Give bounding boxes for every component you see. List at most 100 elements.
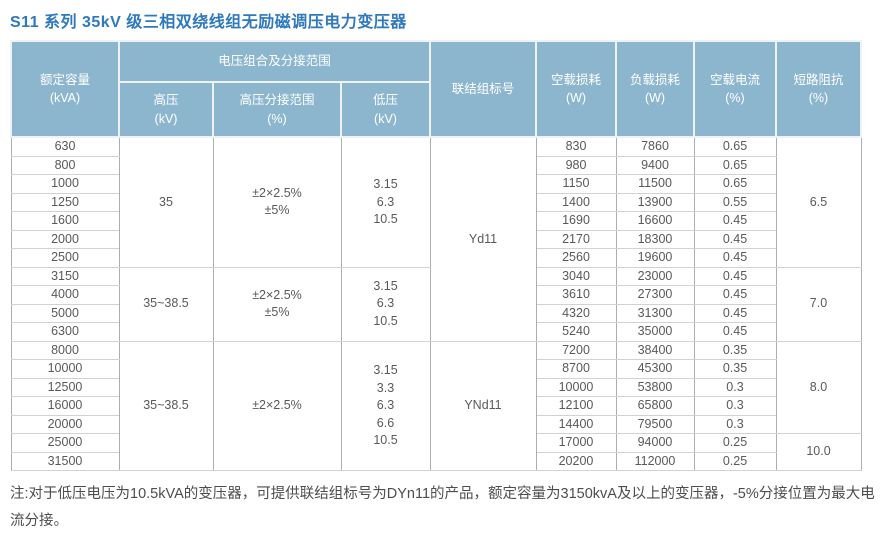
cell-capacity: 1250 bbox=[10, 192, 120, 212]
cell-capacity: 6300 bbox=[10, 322, 120, 342]
cell-nll: 3040 bbox=[535, 266, 617, 286]
cell-nlc: 0.3 bbox=[693, 396, 777, 416]
header-low-voltage-label: 低压 bbox=[372, 93, 398, 108]
table-row: 630 35 ±2×2.5% ±5% 3.15 6.3 10.5 Yd11 830 7860 0.6… bbox=[10, 136, 862, 342]
cell-nlc: 0.45 bbox=[693, 229, 777, 249]
cell-nll: 20200 bbox=[535, 451, 617, 471]
cell-hv: 35~38.5 bbox=[118, 266, 214, 342]
table-header: 额定容量 (kVA) 电压组合及分接范围 联结组标号 空载损耗 (W) 负载损耗… bbox=[10, 40, 862, 138]
cell-capacity: 1000 bbox=[10, 174, 120, 194]
header-high-voltage-unit: (kV) bbox=[154, 111, 178, 126]
header-no-load-loss-unit: (W) bbox=[565, 91, 587, 105]
header-no-load-current-unit: (%) bbox=[725, 91, 745, 105]
cell-nll: 8700 bbox=[535, 359, 617, 379]
cell-ll: 35000 bbox=[615, 322, 695, 342]
table-row: 16000 12100 65800 0.3 bbox=[10, 396, 861, 416]
header-low-voltage-unit: (kV) bbox=[374, 111, 397, 126]
cell-ll: 94000 bbox=[615, 433, 695, 453]
header-no-load-current: 空载电流 (%) bbox=[693, 40, 777, 138]
header-row-group: 额定容量 (kVA) 电压组合及分接范围 联结组标号 空载损耗 (W) 负载损耗… bbox=[10, 40, 862, 138]
cell-nlc: 0.25 bbox=[693, 433, 777, 453]
cell-nlc: 0.45 bbox=[693, 322, 777, 342]
cell-nll: 830 bbox=[535, 136, 617, 157]
footnote: 注:对于低压电压为10.5kVA的变压器，可提供联结组标号为DYn11的产品，额… bbox=[10, 486, 875, 529]
page-title: S11 系列 35kV 级三相双绕线组无励磁调压电力变压器 bbox=[10, 14, 407, 31]
header-low-voltage: 低压 (kV) bbox=[340, 81, 431, 138]
table-row: 6300 5240 35000 0.45 bbox=[10, 322, 861, 342]
cell-capacity: 2500 bbox=[10, 248, 120, 268]
cell-nlc: 0.65 bbox=[693, 136, 777, 157]
table-body: 630 35 ±2×2.5% ±5% 3.15 6.3 10.5 Yd11 830 7860 0.6… bbox=[10, 136, 862, 471]
transformer-spec-table: 额定容量 (kVA) 电压组合及分接范围 联结组标号 空载损耗 (W) 负载损耗… bbox=[10, 40, 862, 471]
header-high-voltage-label: 高压 bbox=[153, 93, 179, 108]
cell-capacity: 16000 bbox=[10, 396, 120, 416]
cell-capacity: 25000 bbox=[10, 433, 120, 453]
cell-nlc: 0.45 bbox=[693, 248, 777, 268]
table-row: 2500 2560 19600 0.45 bbox=[10, 248, 861, 268]
cell-ll: 9400 bbox=[615, 155, 695, 175]
table-row: 4000 3610 27300 0.45 bbox=[10, 285, 861, 305]
cell-nlc: 0.3 bbox=[693, 377, 777, 397]
header-tap-range-unit: (%) bbox=[267, 111, 287, 126]
cell-ll: 38400 bbox=[615, 340, 695, 360]
cell-nll: 2560 bbox=[535, 248, 617, 268]
cell-nll: 1150 bbox=[535, 174, 617, 194]
header-rated-capacity: 额定容量 (kVA) bbox=[10, 40, 120, 138]
cell-ll: 7860 bbox=[615, 136, 695, 157]
table-row: 800 980 9400 0.65 bbox=[10, 155, 861, 175]
cell-hv: 35~38.5 bbox=[118, 340, 214, 471]
cell-nlc: 0.45 bbox=[693, 285, 777, 305]
cell-nll: 2170 bbox=[535, 229, 617, 249]
cell-capacity: 12500 bbox=[10, 377, 120, 397]
header-no-load-current-label: 空载电流 bbox=[709, 72, 760, 87]
table-row: 5000 4320 31300 0.45 bbox=[10, 303, 861, 323]
cell-imp: 10.0 bbox=[775, 433, 862, 471]
cell-capacity: 800 bbox=[10, 155, 120, 175]
header-short-circuit-impedance: 短路阻抗 (%) bbox=[775, 40, 862, 138]
cell-nll: 17000 bbox=[535, 433, 617, 453]
cell-capacity: 8000 bbox=[10, 340, 120, 360]
cell-nlc: 0.45 bbox=[693, 266, 777, 286]
header-load-loss: 负载损耗 (W) bbox=[615, 40, 695, 138]
cell-nll: 10000 bbox=[535, 377, 617, 397]
cell-ll: 31300 bbox=[615, 303, 695, 323]
cell-capacity: 4000 bbox=[10, 285, 120, 305]
header-load-loss-unit: (W) bbox=[644, 91, 666, 105]
header-voltage-group: 电压组合及分接范围 bbox=[118, 40, 431, 83]
cell-nll: 980 bbox=[535, 155, 617, 175]
cell-ll: 13900 bbox=[615, 192, 695, 212]
cell-ll: 27300 bbox=[615, 285, 695, 305]
cell-capacity: 5000 bbox=[10, 303, 120, 323]
cell-nlc: 0.45 bbox=[693, 211, 777, 231]
header-tap-range-label: 高压分接范围 bbox=[239, 93, 315, 108]
cell-nlc: 0.3 bbox=[693, 414, 777, 434]
cell-nlc: 0.45 bbox=[693, 303, 777, 323]
cell-nll: 1400 bbox=[535, 192, 617, 212]
cell-nlc: 0.35 bbox=[693, 359, 777, 379]
table-row: 10000 8700 45300 0.35 bbox=[10, 359, 861, 379]
cell-conn: YNd11 bbox=[429, 340, 537, 471]
cell-tap: ±2×2.5% ±5% bbox=[212, 266, 342, 342]
cell-imp: 6.5 bbox=[775, 136, 862, 268]
cell-capacity: 3150 bbox=[10, 266, 120, 286]
table-row: 31500 20200 112000 0.25 bbox=[10, 451, 861, 471]
cell-ll: 45300 bbox=[615, 359, 695, 379]
cell-nll: 12100 bbox=[535, 396, 617, 416]
header-rated-capacity-unit: (kVA) bbox=[49, 91, 81, 105]
cell-ll: 23000 bbox=[615, 266, 695, 286]
cell-ll: 11500 bbox=[615, 174, 695, 194]
cell-ll: 79500 bbox=[615, 414, 695, 434]
header-connection-symbol: 联结组标号 bbox=[429, 40, 537, 138]
table-row: 25000 17000 94000 0.25 10.0 bbox=[10, 433, 862, 471]
cell-ll: 19600 bbox=[615, 248, 695, 268]
cell-nll: 14400 bbox=[535, 414, 617, 434]
header-load-loss-label: 负载损耗 bbox=[629, 72, 680, 87]
cell-imp: 7.0 bbox=[775, 266, 862, 342]
table-row: 3150 35~38.5 ±2×2.5% ±5% 3.15 6.3 10.5 3040 2300… bbox=[10, 266, 862, 342]
table-row: 8000 35~38.5 ±2×2.5% 3.15 3.3 6.3 6.6 10.5 YNd11… bbox=[10, 340, 862, 471]
header-rated-capacity-label: 额定容量 bbox=[39, 72, 90, 87]
cell-nlc: 0.55 bbox=[693, 192, 777, 212]
cell-capacity: 20000 bbox=[10, 414, 120, 434]
cell-nlc: 0.65 bbox=[693, 155, 777, 175]
